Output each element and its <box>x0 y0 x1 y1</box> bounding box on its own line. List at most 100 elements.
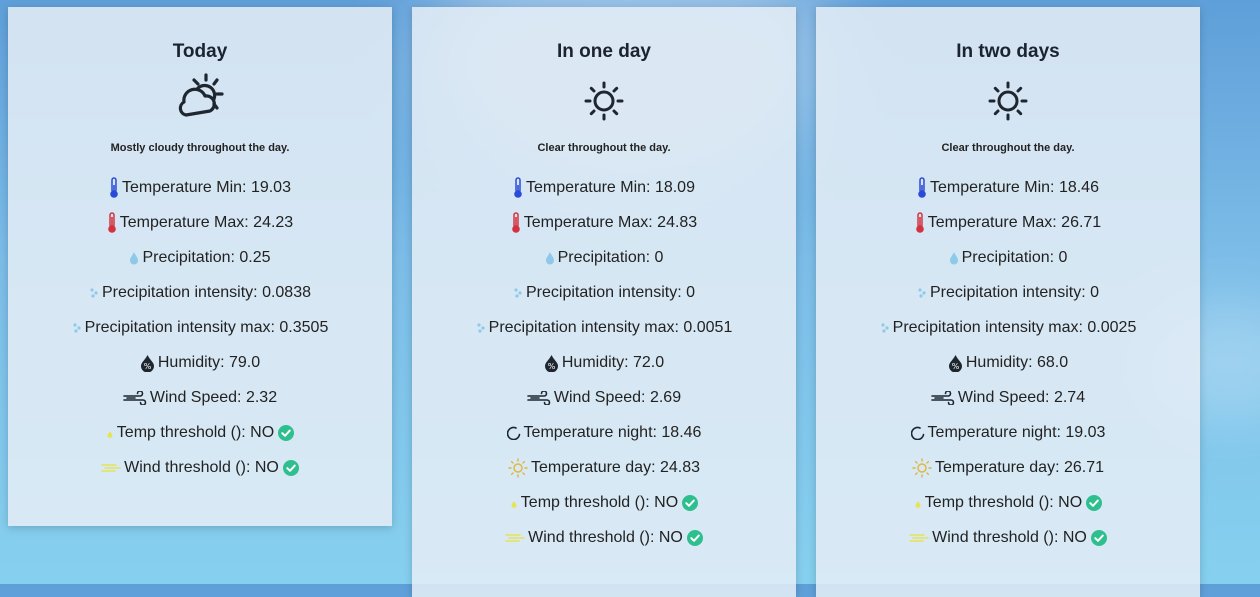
temp-min-row: Temperature Min: 18.46 <box>816 176 1200 200</box>
svg-text:%: % <box>952 362 960 371</box>
wind-speed-row: Wind Speed: 2.74 <box>816 386 1200 410</box>
precip-intensity-max-label: Precipitation intensity max: 0.0025 <box>892 319 1137 336</box>
moon-icon <box>506 426 521 440</box>
check-circle-icon <box>686 530 703 546</box>
check-circle-icon <box>1090 530 1107 546</box>
check-circle-icon <box>278 425 295 441</box>
temp-max-row: Temperature Max: 26.71 <box>816 211 1200 235</box>
precip-intensity-max-row: Precipitation intensity max: 0.3505 <box>8 316 392 340</box>
wind-threshold-label: Wind threshold (): NO <box>124 459 279 476</box>
card-title: In one day <box>557 41 651 62</box>
check-circle-icon <box>682 495 699 511</box>
temp-night-row: Temperature night: 18.46 <box>412 421 796 445</box>
wind-icon <box>527 391 551 405</box>
wind-speed-label: Wind Speed: 2.69 <box>553 389 682 406</box>
temp-max-label: Temperature Max: 24.23 <box>119 214 294 231</box>
precipitation-row: Precipitation: 0 <box>412 246 796 270</box>
wind-threshold-label: Wind threshold (): NO <box>528 529 683 546</box>
partly-cloudy-day-icon <box>178 73 224 117</box>
wind-threshold-label: Wind threshold (): NO <box>932 529 1087 546</box>
temp-threshold-label: Temp threshold (): NO <box>520 494 679 511</box>
humidity-row: % Humidity: 72.0 <box>412 351 796 375</box>
wind-threshold-row: Wind threshold (): NO <box>8 456 392 480</box>
clear-day-icon <box>988 81 1028 121</box>
wind-lines-icon <box>505 533 525 543</box>
forecast-card-day-2: In two days Clear throughout the day. Te… <box>816 7 1200 597</box>
temp-night-label: Temperature night: 18.46 <box>523 424 702 441</box>
humidity-icon: % <box>544 354 559 372</box>
sun-icon <box>508 458 528 478</box>
temp-min-label: Temperature Min: 19.03 <box>122 179 291 196</box>
wind-speed-row: Wind Speed: 2.69 <box>412 386 796 410</box>
wind-speed-label: Wind Speed: 2.74 <box>957 389 1086 406</box>
temp-threshold-row: Temp threshold (): NO <box>412 491 796 515</box>
humidity-icon: % <box>140 354 155 372</box>
temp-night-label: Temperature night: 19.03 <box>927 424 1106 441</box>
thermometer-cold-icon <box>513 177 523 199</box>
wind-lines-icon <box>909 533 929 543</box>
temp-day-label: Temperature day: 24.83 <box>531 459 700 476</box>
temp-min-label: Temperature Min: 18.09 <box>526 179 695 196</box>
drizzle-icon <box>476 322 486 334</box>
wind-icon <box>123 391 147 405</box>
wind-threshold-row: Wind threshold (): NO <box>816 526 1200 550</box>
temp-min-row: Temperature Min: 18.09 <box>412 176 796 200</box>
wind-lines-icon <box>101 463 121 473</box>
thermometer-cold-icon <box>109 177 119 199</box>
precipitation-row: Precipitation: 0 <box>816 246 1200 270</box>
precip-intensity-max-label: Precipitation intensity max: 0.0051 <box>488 319 733 336</box>
small-drop-icon <box>914 498 922 508</box>
temp-min-row: Temperature Min: 19.03 <box>8 176 392 200</box>
weather-summary: Clear throughout the day. <box>537 142 671 154</box>
weather-summary: Mostly cloudy throughout the day. <box>110 142 290 154</box>
temp-min-label: Temperature Min: 18.46 <box>930 179 1099 196</box>
raindrop-icon <box>949 251 959 265</box>
thermometer-hot-icon <box>915 212 925 234</box>
card-title: Today <box>172 41 228 62</box>
humidity-icon: % <box>948 354 963 372</box>
wind-speed-row: Wind Speed: 2.32 <box>8 386 392 410</box>
drizzle-icon <box>513 287 523 299</box>
humidity-label: Humidity: 79.0 <box>157 354 261 371</box>
precipitation-label: Precipitation: 0 <box>961 249 1068 266</box>
small-drop-icon <box>106 428 114 438</box>
precip-intensity-row: Precipitation intensity: 0 <box>412 281 796 305</box>
drizzle-icon <box>917 287 927 299</box>
temp-threshold-label: Temp threshold (): NO <box>924 494 1083 511</box>
temp-threshold-row: Temp threshold (): NO <box>8 421 392 445</box>
sun-icon <box>912 458 932 478</box>
precip-intensity-label: Precipitation intensity: 0.0838 <box>101 284 311 301</box>
precip-intensity-max-row: Precipitation intensity max: 0.0051 <box>412 316 796 340</box>
precip-intensity-max-label: Precipitation intensity max: 0.3505 <box>84 319 329 336</box>
drizzle-icon <box>72 322 82 334</box>
temp-threshold-row: Temp threshold (): NO <box>816 491 1200 515</box>
small-drop-icon <box>510 498 518 508</box>
humidity-row: % Humidity: 79.0 <box>8 351 392 375</box>
precip-intensity-row: Precipitation intensity: 0.0838 <box>8 281 392 305</box>
wind-icon <box>931 391 955 405</box>
precip-intensity-label: Precipitation intensity: 0 <box>526 284 695 301</box>
temp-max-row: Temperature Max: 24.83 <box>412 211 796 235</box>
check-circle-icon <box>1086 495 1103 511</box>
temp-night-row: Temperature night: 19.03 <box>816 421 1200 445</box>
drizzle-icon <box>89 287 99 299</box>
humidity-label: Humidity: 68.0 <box>965 354 1069 371</box>
raindrop-icon <box>129 251 139 265</box>
thermometer-hot-icon <box>511 212 521 234</box>
clear-day-icon <box>584 81 624 121</box>
wind-threshold-row: Wind threshold (): NO <box>412 526 796 550</box>
check-circle-icon <box>282 460 299 476</box>
card-title: In two days <box>956 41 1060 62</box>
weather-summary: Clear throughout the day. <box>941 142 1075 154</box>
precip-intensity-max-row: Precipitation intensity max: 0.0025 <box>816 316 1200 340</box>
temp-max-label: Temperature Max: 26.71 <box>927 214 1102 231</box>
thermometer-cold-icon <box>917 177 927 199</box>
drizzle-icon <box>880 322 890 334</box>
temp-day-row: Temperature day: 24.83 <box>412 456 796 480</box>
precip-intensity-row: Precipitation intensity: 0 <box>816 281 1200 305</box>
svg-text:%: % <box>144 362 152 371</box>
forecast-card-today: Today Mostly cloudy throughout the day. … <box>8 7 392 526</box>
temp-max-label: Temperature Max: 24.83 <box>523 214 698 231</box>
precipitation-label: Precipitation: 0.25 <box>142 249 271 266</box>
forecast-card-day-1: In one day Clear throughout the day. Tem… <box>412 7 796 597</box>
